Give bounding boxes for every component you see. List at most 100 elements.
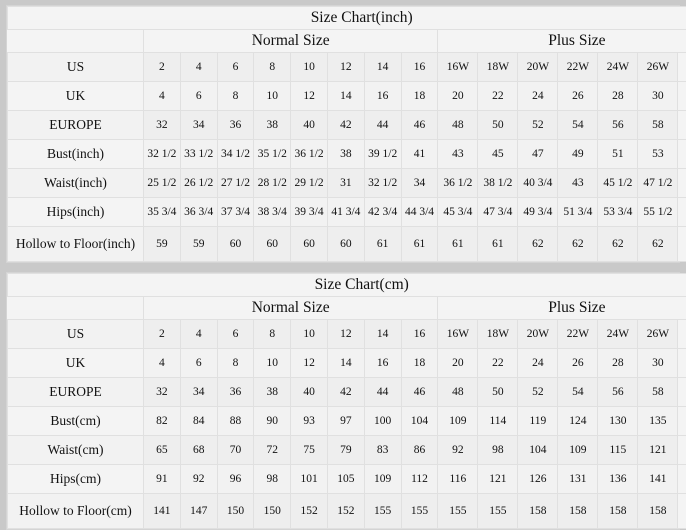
row-label: UK — [7, 348, 144, 378]
table-cell: 12 — [326, 319, 365, 349]
table-cell: 83 — [363, 435, 402, 465]
table-cell: 50 — [477, 377, 519, 407]
group-header-normal-size: Normal Size — [142, 29, 439, 53]
table-cell: 26 1/2 — [179, 168, 218, 198]
table-cell: 50 — [477, 110, 519, 140]
table-cell: 22W — [557, 52, 599, 82]
table-cell: 32 — [143, 110, 181, 140]
row-label: Waist(cm) — [7, 435, 144, 465]
table-cell: 131 — [557, 464, 599, 494]
table-cell: 27 1/2 — [216, 168, 255, 198]
table-cell: 155 — [437, 493, 479, 529]
table-cell: 34 1/2 — [216, 139, 255, 169]
table-cell: 24 — [517, 81, 559, 111]
table-cell: 100 — [363, 406, 402, 436]
table-cell: 92 — [437, 435, 479, 465]
table-cell: 52 — [517, 110, 559, 140]
table-cell: 36 — [216, 377, 255, 407]
chart-title-row: Size Chart(cm) — [6, 273, 686, 297]
table-cell: 61 — [477, 226, 519, 262]
table-cell: 60 — [290, 226, 328, 262]
table-cell: 20W — [517, 319, 559, 349]
table-cell: 101 — [290, 464, 328, 494]
table-cell: 109 — [557, 435, 599, 465]
table-cell: 8 — [216, 348, 255, 378]
table-cell: 40 — [290, 377, 328, 407]
table-cell: 46 — [400, 110, 439, 140]
table-cell: 126 — [517, 464, 559, 494]
table-cell: 158 — [597, 493, 639, 529]
table-cell: 24 — [517, 348, 559, 378]
group-header-normal-size: Normal Size — [142, 296, 439, 320]
table-cell: 6 — [179, 348, 218, 378]
table-cell: 93 — [290, 406, 328, 436]
table-cell: 88 — [216, 406, 255, 436]
table-cell: 30 — [637, 81, 679, 111]
table-cell: 24W — [597, 319, 639, 349]
table-cell: 56 — [597, 110, 639, 140]
table-cell: 4 — [179, 319, 218, 349]
table-cell: 32 1/2 — [363, 168, 402, 198]
table-cell: 42 — [326, 110, 365, 140]
table-cell: 10 — [290, 319, 328, 349]
table-cell: 16 — [400, 52, 439, 82]
table-cell: 16 — [400, 319, 439, 349]
table-cell: 47 — [517, 139, 559, 169]
table-cell: 40 — [290, 110, 328, 140]
table-cell: 141 — [637, 464, 679, 494]
group-header-spacer — [7, 29, 144, 53]
size-table-cm: Size Chart(cm) Normal Size Plus Size US 2 4 6 8… — [6, 273, 686, 529]
table-cell: 34 — [400, 168, 439, 198]
table-cell: 18W — [477, 52, 519, 82]
table-cell: 60 — [326, 226, 365, 262]
table-cell: 26 — [557, 348, 599, 378]
table-cell: 2 — [143, 52, 181, 82]
table-cell: 158 — [557, 493, 599, 529]
table-cell: 28 — [597, 348, 639, 378]
table-cell: 44 — [363, 377, 402, 407]
table-cell: 96 — [216, 464, 255, 494]
size-chart-inch: Size Chart(inch) Normal Size Plus Size US 2 4… — [6, 5, 686, 263]
table-cell: 24W — [597, 52, 639, 82]
table-cell: 32 — [143, 377, 181, 407]
row-label: EUROPE — [7, 377, 144, 407]
table-row: EUROPE 32 34 36 38 40 42 44 46 48 50 52 54 56 58 — [7, 110, 686, 140]
table-cell-empty — [677, 319, 686, 349]
table-row: US 2 4 6 8 10 12 14 16 16W 18W 20W 22W 24W 26W — [7, 319, 686, 349]
table-cell: 40 3/4 — [517, 168, 559, 198]
table-cell: 52 — [517, 377, 559, 407]
table-cell: 43 — [557, 168, 599, 198]
table-cell: 12 — [290, 81, 328, 111]
table-cell: 38 — [253, 377, 292, 407]
table-cell: 34 — [179, 110, 218, 140]
table-cell: 22 — [477, 348, 519, 378]
table-cell: 10 — [253, 348, 292, 378]
table-cell: 79 — [326, 435, 365, 465]
table-cell: 105 — [326, 464, 365, 494]
row-label: Hips(cm) — [7, 464, 144, 494]
table-cell: 62 — [637, 226, 679, 262]
row-label: US — [7, 52, 144, 82]
table-cell: 38 1/2 — [477, 168, 519, 198]
table-cell: 47 3/4 — [477, 197, 519, 227]
chart-title: Size Chart(inch) — [6, 6, 686, 30]
row-label: UK — [7, 81, 144, 111]
table-cell: 109 — [437, 406, 479, 436]
table-cell-empty — [677, 168, 686, 198]
table-cell: 58 — [637, 110, 679, 140]
row-label: Hollow to Floor(cm) — [7, 493, 144, 529]
table-cell: 150 — [253, 493, 292, 529]
table-cell: 26W — [637, 52, 679, 82]
table-cell: 4 — [143, 348, 181, 378]
table-cell: 119 — [517, 406, 559, 436]
table-cell-empty — [677, 348, 686, 378]
table-cell: 72 — [253, 435, 292, 465]
table-cell: 34 — [179, 377, 218, 407]
table-cell: 25 1/2 — [143, 168, 181, 198]
table-cell: 39 3/4 — [290, 197, 328, 227]
table-row: UK 4 6 8 10 12 14 16 18 20 22 24 26 28 30 — [7, 81, 686, 111]
table-cell: 2 — [143, 319, 181, 349]
table-cell: 65 — [143, 435, 181, 465]
table-cell: 91 — [143, 464, 181, 494]
table-cell: 29 1/2 — [290, 168, 328, 198]
